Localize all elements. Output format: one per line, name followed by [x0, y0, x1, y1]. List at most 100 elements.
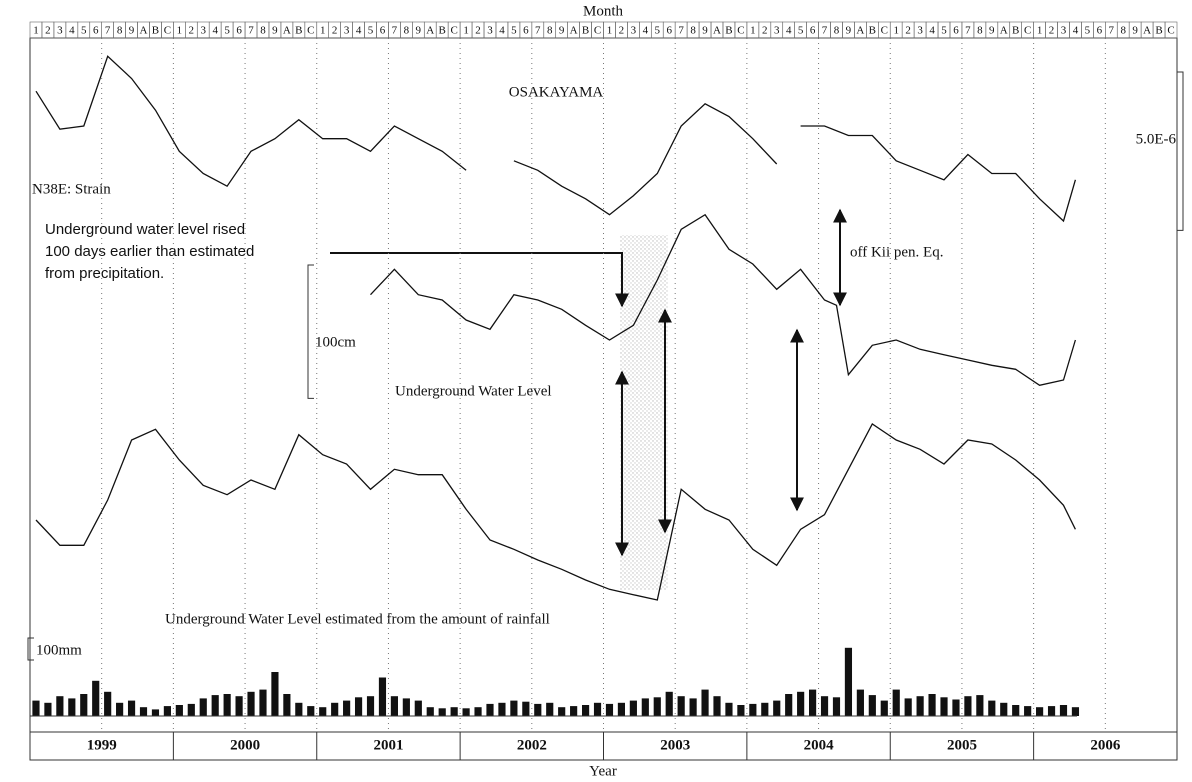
rain-bar: [964, 696, 972, 716]
rain-bar: [725, 702, 733, 716]
series-label: Underground Water Level: [395, 383, 552, 399]
rain-bar: [235, 696, 243, 716]
rain-bar: [319, 707, 327, 716]
month-label: 1: [1037, 25, 1043, 37]
month-label: 7: [535, 25, 541, 37]
rain-bar: [570, 706, 578, 716]
x-label-top: Month: [583, 3, 624, 19]
month-label: 9: [129, 25, 135, 37]
rain-bar: [438, 708, 446, 716]
month-label: 4: [1073, 25, 1079, 37]
shaded-period: [620, 235, 668, 590]
rain-bar: [665, 691, 673, 716]
month-label: 1: [750, 25, 756, 37]
month-label: 7: [678, 25, 684, 37]
rain-bar: [593, 702, 602, 716]
annotation: 100 days earlier than estimated: [45, 243, 254, 260]
month-label: 6: [953, 25, 959, 37]
month-label: 5: [798, 25, 804, 37]
rain-bar: [629, 700, 637, 716]
year-label: 2004: [804, 737, 835, 753]
rain-bar: [32, 700, 40, 716]
month-label: 9: [1132, 25, 1138, 37]
month-label: 4: [356, 25, 362, 37]
month-label: 2: [332, 25, 338, 37]
rain-bar: [820, 696, 829, 716]
rain-bar: [163, 706, 171, 716]
month-label: A: [140, 25, 148, 37]
rain-bar: [211, 695, 219, 716]
rain-bar: [653, 697, 661, 716]
month-label: 8: [547, 25, 553, 37]
month-label: 5: [368, 25, 374, 37]
month-label: 6: [236, 25, 242, 37]
month-label: 8: [260, 25, 266, 37]
rain-bar: [1012, 705, 1020, 716]
month-label: 3: [344, 25, 350, 37]
month-label: 6: [523, 25, 529, 37]
month-label: 5: [655, 25, 661, 37]
month-label: 8: [690, 25, 696, 37]
rain-bar: [689, 698, 697, 716]
month-label: 2: [762, 25, 768, 37]
month-label: 5: [224, 25, 230, 37]
rain-bar: [617, 702, 626, 716]
year-label: 2006: [1090, 737, 1121, 753]
annotation: off Kii pen. Eq.: [850, 244, 943, 260]
rain-bar: [641, 698, 649, 716]
month-label: C: [450, 25, 457, 37]
rain-bar: [378, 677, 387, 716]
rain-bar: [773, 700, 781, 716]
rain-bar: [761, 702, 769, 716]
arrows: [330, 208, 847, 557]
rain-bar: [856, 689, 864, 716]
month-label: B: [1155, 25, 1162, 37]
rain-bar: [474, 707, 482, 716]
rain-bar: [844, 647, 853, 716]
month-label: C: [1024, 25, 1031, 37]
series-line: [35, 423, 1076, 601]
month-label: 7: [392, 25, 398, 37]
rain-bar: [331, 702, 339, 716]
month-label: 3: [487, 25, 493, 37]
rain-bar: [366, 696, 375, 716]
month-label: 1: [320, 25, 326, 37]
month-label: 4: [212, 25, 218, 37]
month-label: 1: [177, 25, 183, 37]
rain-bar: [187, 703, 195, 716]
month-label: 9: [559, 25, 565, 37]
rain-bar: [271, 672, 279, 716]
rain-bar: [68, 698, 76, 716]
month-label: A: [283, 25, 291, 37]
rain-bar: [677, 696, 685, 716]
month-label: B: [439, 25, 446, 37]
rain-bar: [976, 695, 984, 716]
month-label: B: [295, 25, 302, 37]
rain-bar: [307, 706, 315, 716]
month-label: 9: [416, 25, 422, 37]
rain-bar: [534, 703, 542, 716]
month-label: 2: [45, 25, 51, 37]
month-label: C: [1167, 25, 1174, 37]
month-label: C: [594, 25, 601, 37]
rain-bar: [904, 698, 912, 716]
year-label: 1999: [87, 737, 117, 753]
month-label: 6: [810, 25, 816, 37]
rain-bar: [151, 709, 160, 716]
rain-bar: [104, 691, 112, 716]
rain-bar: [402, 698, 410, 716]
month-label: 3: [774, 25, 780, 37]
rain-bar: [486, 703, 494, 716]
month-label: 7: [248, 25, 254, 37]
month-label: 5: [511, 25, 517, 37]
rain-bar: [1000, 702, 1008, 716]
month-label: 6: [93, 25, 99, 37]
month-label: 1: [463, 25, 469, 37]
month-label: B: [725, 25, 732, 37]
rain-bar: [283, 694, 291, 716]
rain-bar: [414, 700, 422, 716]
rain-bar: [1047, 706, 1056, 716]
rain-bar: [581, 705, 590, 716]
rain-bar: [749, 703, 757, 716]
